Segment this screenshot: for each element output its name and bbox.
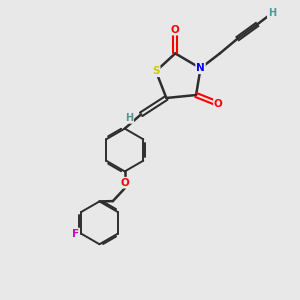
Text: H: H [268, 8, 276, 18]
Text: O: O [120, 178, 129, 188]
Text: F: F [72, 229, 79, 238]
Text: H: H [125, 113, 133, 123]
Text: O: O [214, 99, 223, 109]
Text: S: S [152, 66, 160, 76]
Text: N: N [196, 63, 205, 73]
Text: O: O [171, 25, 180, 34]
